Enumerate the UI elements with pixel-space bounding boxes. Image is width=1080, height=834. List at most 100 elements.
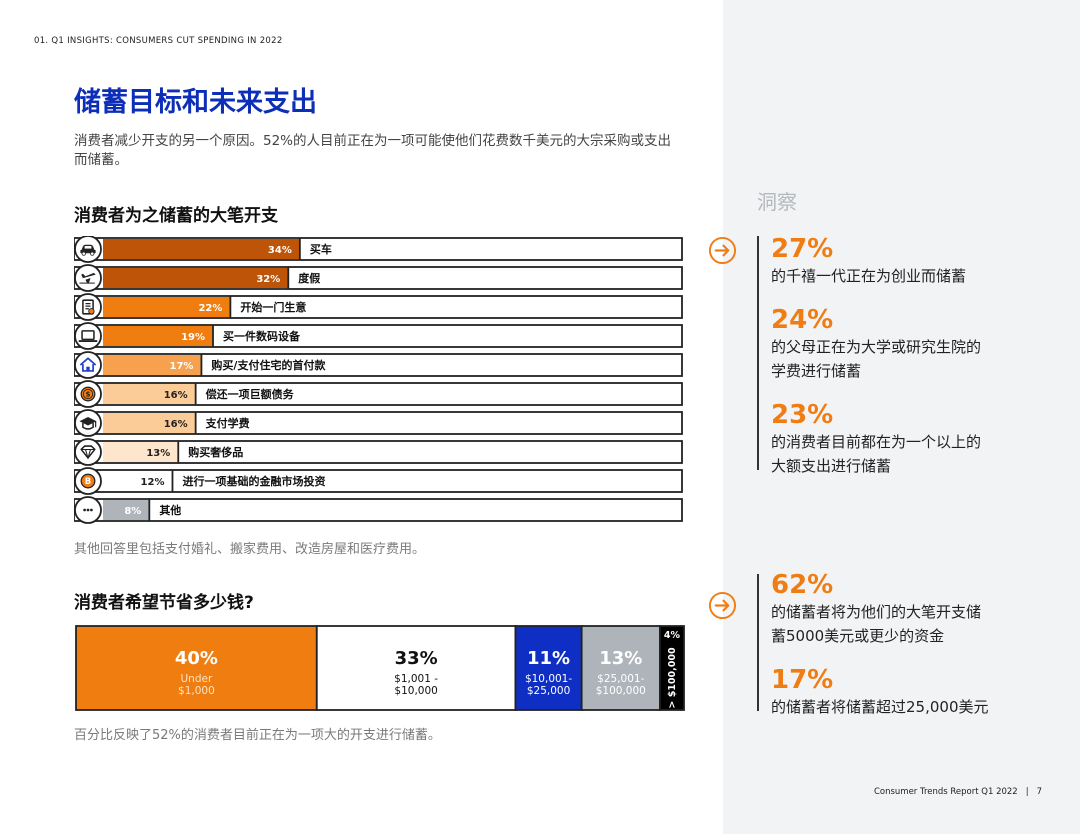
icon-badge [74,351,102,379]
stack-segment: 33% $1,001 -$10,000 [315,625,517,711]
icon-badge [74,293,102,321]
bar-category-label: 购买/支付住宅的首付款 [211,358,326,372]
insight-stat: 27% 的千禧一代正在为创业而储蓄 [771,234,1031,288]
bar-category-label: 开始一门生意 [240,300,306,314]
segment-bar [659,625,685,711]
airplane-icon [79,272,96,284]
bar-category-label: 偿还一项巨额债务 [206,387,295,401]
arrow-right-icon [708,236,737,265]
bar-row-outline [74,353,683,377]
bar-value-label: 12% [141,477,165,488]
bar-value-label: 32% [256,274,280,285]
segment-range-label: $1,000 [178,685,215,697]
segment-range-label: $100,000 [596,685,646,697]
segment-range-label: $25,001- [597,673,644,685]
bar-value-label: 19% [181,332,205,343]
savings-amount-stacked-bar: 40% Under$1,000 33% $1,001 -$10,000 11% $10,0… [75,625,685,711]
bar-value-label: 22% [198,303,222,314]
bar-row-outline [74,498,683,522]
insight-divider [757,574,759,711]
segment-percent: 4% [664,630,681,641]
savings-purpose-bar-chart: 34% 买车 32% 度假 22% 开始一门生意 19% 买一件数码设备 17% 购买/支付住宅的… [74,236,683,524]
bar-row: 19% 买一件数码设备 [74,322,683,350]
coin-icon: $ [80,386,96,402]
bar-category-label: 买车 [310,242,332,256]
graduation-cap-icon [79,417,97,430]
chart1-title: 消费者为之储蓄的大笔开支 [74,206,278,226]
bar [103,442,179,462]
bitcoin-icon: B [80,473,96,489]
bar-row: 22% 开始一门生意 [74,293,683,321]
bar [103,268,289,288]
insight-percent: 23% [771,400,834,430]
chart2-note: 百分比反映了52%的消费者目前正在为一项大的开支进行储蓄。 [74,728,441,743]
segment-range-label: $1,001 - [394,673,438,685]
bar-category-label: 支付学费 [205,416,250,430]
bar-value-label: 16% [164,390,188,401]
bar-value-label: 17% [169,361,193,372]
intro-text: 消费者减少开支的另一个原因。52%的人目前正在为一项可能使他们花费数千美元的大宗… [74,133,672,168]
bar-row: 8% 其他 [74,496,683,524]
segment-percent: 40% [175,648,218,669]
insight-text: 的千禧一代正在为创业而储蓄 [771,267,967,285]
bar [103,297,231,317]
bar-row: 16% 支付学费 [74,409,683,437]
bar-category-label: 进行一项基础的金融市场投资 [182,474,325,488]
segment-range-label: Under [180,673,212,685]
insight-text: 大额支出进行储蓄 [771,457,892,475]
car-icon [80,244,96,256]
bar-value-label: 34% [268,245,292,256]
insights-panel [723,0,1080,834]
segment-bar [580,625,661,711]
bar [103,384,196,404]
bar-row-outline [74,469,683,493]
bar-category-label: 其他 [159,503,181,517]
bar-row-outline [74,324,683,348]
house-icon [79,357,97,372]
bar [103,413,196,433]
bar [103,326,214,346]
segment-range-label: > $100,000 [667,647,678,709]
segment-percent: 11% [527,648,570,669]
bar-row: 34% 买车 [74,236,683,263]
segment-bar [75,625,318,711]
insight-text: 的储蓄者将为他们的大笔开支储 [771,603,982,621]
insight-stat: 62% 的储蓄者将为他们的大笔开支储 蓄5000美元或更少的资金 [771,570,1031,648]
bar [103,471,173,491]
page-title: 储蓄目标和未来支出 [74,87,317,118]
stack-segment: 11% $10,001-$25,000 [514,625,583,711]
page-number: 7 [1036,787,1042,797]
more-icon [83,508,93,512]
bar-row: 32% 度假 [74,264,683,292]
stack-segment: 13% $25,001-$100,000 [580,625,661,711]
bar-row-outline [74,440,683,464]
arrow-right-icon [708,591,737,620]
insight-stat: 17% 的储蓄者将储蓄超过25,000美元 [771,665,1031,719]
segment-bar [514,625,583,711]
chart1-note: 其他回答里包括支付婚礼、搬家费用、改造房屋和医疗费用。 [74,542,426,557]
store-receipt-icon [82,299,95,315]
insight-divider [757,236,759,470]
insight-text: 的储蓄者将储蓄超过25,000美元 [771,698,989,716]
insight-text: 的消费者目前都在为一个以上的 [771,433,982,451]
bar-value-label: 13% [146,448,170,459]
icon-badge [74,322,102,350]
report-name: Consumer Trends Report Q1 2022 [873,787,1018,797]
bar-row: 17% 购买/支付住宅的首付款 [74,351,683,379]
chart2-title: 消费者希望节省多少钱? [74,593,254,613]
diamond-icon [80,445,96,460]
bar-row: 12% 进行一项基础的金融市场投资 B [74,467,683,495]
insight-percent: 24% [771,305,834,335]
bar-row-outline [74,411,683,435]
breadcrumb: 01. Q1 INSIGHTS: CONSUMERS CUT SPENDING … [34,36,283,46]
insight-percent: 62% [771,570,834,600]
insight-percent: 17% [771,665,834,695]
bar-row-outline [74,382,683,406]
svg-text:B: B [85,477,91,487]
segment-range-label: $25,000 [527,685,570,697]
bar [103,500,150,520]
bar-category-label: 购买奢侈品 [188,445,243,459]
bar-category-label: 买一件数码设备 [223,329,301,343]
insight-text: 蓄5000美元或更少的资金 [771,627,945,645]
bar-value-label: 16% [164,419,188,430]
